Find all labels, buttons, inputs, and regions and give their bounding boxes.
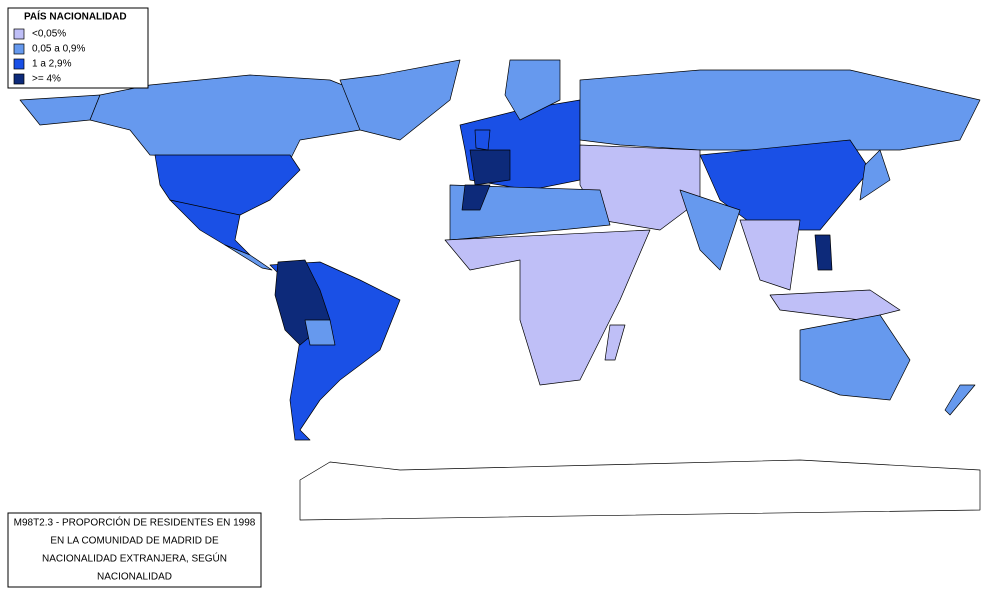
country xyxy=(304,319,336,346)
country xyxy=(504,59,561,121)
country xyxy=(799,314,911,401)
country xyxy=(859,149,891,201)
legend-title: PAÍS NACIONALIDAD xyxy=(24,10,127,23)
caption-line: NACIONALIDAD xyxy=(97,572,172,583)
country xyxy=(739,219,801,291)
legend-label: 0,05 a 0,9% xyxy=(32,44,85,55)
legend: PAÍS NACIONALIDAD <0,05% 0,05 a 0,9% 1 a 2… xyxy=(7,7,149,89)
legend-swatch xyxy=(13,43,25,55)
caption-line: M98T2.3 - PROPORCIÓN DE RESIDENTES EN 19… xyxy=(14,516,256,529)
caption: M98T2.3 - PROPORCIÓN DE RESIDENTES EN 19… xyxy=(7,512,262,588)
legend-label: 1 a 2,9% xyxy=(32,59,72,70)
country xyxy=(469,149,511,186)
legend-swatch xyxy=(13,73,25,85)
country xyxy=(339,59,461,141)
legend-box xyxy=(7,7,149,89)
legend-label: >= 4% xyxy=(32,74,61,85)
country xyxy=(89,74,381,161)
country xyxy=(579,69,981,151)
country xyxy=(604,324,626,361)
country xyxy=(19,94,101,126)
country xyxy=(944,384,976,416)
antarctica xyxy=(299,459,981,521)
country xyxy=(269,261,401,441)
legend-swatch xyxy=(13,58,25,70)
country xyxy=(444,229,651,386)
legend-label: <0,05% xyxy=(32,29,66,40)
country xyxy=(814,234,833,271)
country xyxy=(224,244,273,271)
country xyxy=(461,184,491,211)
country xyxy=(699,139,871,231)
caption-box xyxy=(7,512,262,588)
country xyxy=(579,144,701,231)
legend-swatch xyxy=(13,28,25,40)
country xyxy=(449,184,611,241)
country xyxy=(679,189,741,271)
world-map xyxy=(19,59,981,521)
country xyxy=(474,129,491,151)
caption-line: EN LA COMUNIDAD DE MADRID DE xyxy=(50,536,219,547)
caption-line: NACIONALIDAD EXTRANJERA, SEGÚN xyxy=(42,552,227,565)
